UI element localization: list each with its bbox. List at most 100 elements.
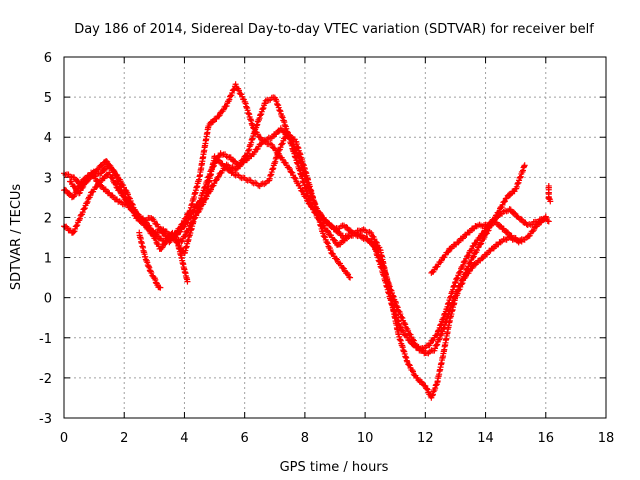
data-point xyxy=(98,182,105,189)
data-point xyxy=(157,284,164,291)
data-point xyxy=(327,247,334,254)
data-point xyxy=(223,102,230,109)
data-point xyxy=(180,224,187,231)
data-point xyxy=(197,205,204,212)
data-point xyxy=(81,205,88,212)
data-point xyxy=(277,144,284,151)
data-point xyxy=(347,274,354,281)
data-point xyxy=(424,386,431,393)
data-point xyxy=(462,273,469,280)
data-point xyxy=(62,186,69,193)
data-point xyxy=(496,211,503,218)
series-track-1 xyxy=(61,81,528,357)
data-point xyxy=(397,311,404,318)
data-point xyxy=(340,265,347,272)
data-point xyxy=(80,206,87,213)
data-point xyxy=(83,200,90,207)
data-point xyxy=(406,362,413,369)
data-point xyxy=(71,183,78,190)
data-point xyxy=(477,241,484,248)
data-point xyxy=(530,227,537,234)
series-track-5 xyxy=(428,218,525,276)
data-point xyxy=(529,228,536,235)
data-point xyxy=(104,158,111,165)
data-point xyxy=(148,269,155,276)
data-point xyxy=(152,236,159,243)
data-point xyxy=(190,208,197,215)
data-point xyxy=(445,248,452,255)
data-point xyxy=(124,191,131,198)
data-point xyxy=(405,327,412,334)
data-point xyxy=(73,222,80,229)
data-point xyxy=(93,184,100,191)
y-tick-label: 5 xyxy=(44,91,52,106)
series-track-3 xyxy=(61,125,552,401)
data-point xyxy=(466,260,473,267)
data-point xyxy=(215,173,222,180)
data-point xyxy=(191,207,198,214)
data-point xyxy=(504,229,511,236)
chart-title: Day 186 of 2014, Sidereal Day-to-day VTE… xyxy=(74,22,594,37)
data-point xyxy=(74,222,81,229)
data-point xyxy=(423,385,430,392)
data-point xyxy=(497,222,504,229)
data-point xyxy=(459,280,466,287)
data-point xyxy=(460,262,467,269)
data-point xyxy=(373,239,380,246)
data-point xyxy=(184,278,191,285)
data-point xyxy=(433,332,440,339)
data-point xyxy=(178,238,185,245)
data-point xyxy=(76,215,83,222)
data-point xyxy=(545,218,552,225)
data-point xyxy=(320,232,327,239)
data-point xyxy=(103,158,110,165)
data-point xyxy=(368,229,375,236)
data-point xyxy=(478,240,485,247)
data-point xyxy=(196,206,203,213)
data-point xyxy=(74,177,81,184)
data-point xyxy=(101,167,108,174)
data-point xyxy=(345,271,352,278)
data-point xyxy=(456,269,463,276)
data-point xyxy=(469,264,476,271)
data-point xyxy=(208,119,215,126)
data-point xyxy=(517,215,524,222)
data-point xyxy=(79,184,86,191)
data-point xyxy=(235,87,242,94)
data-point xyxy=(72,184,79,191)
data-point xyxy=(81,205,88,212)
data-point xyxy=(319,230,326,237)
data-point xyxy=(257,141,264,148)
data-point xyxy=(133,209,140,216)
data-point xyxy=(207,186,214,193)
data-point xyxy=(433,342,440,349)
data-point xyxy=(334,256,341,263)
data-point xyxy=(286,165,293,172)
data-points xyxy=(61,81,554,401)
data-point xyxy=(186,214,193,221)
data-point xyxy=(292,175,299,182)
data-point xyxy=(84,198,91,205)
data-point xyxy=(518,238,525,245)
x-tick-label: 10 xyxy=(357,431,374,446)
y-axis-label: SDTVAR / TECUs xyxy=(9,184,24,291)
data-point xyxy=(470,253,477,260)
data-point xyxy=(71,192,78,199)
x-tick-label: 16 xyxy=(538,431,555,446)
data-point xyxy=(479,255,486,262)
y-tick-label: -3 xyxy=(39,412,52,427)
data-point xyxy=(281,135,288,142)
data-point xyxy=(452,278,459,285)
data-point xyxy=(467,259,474,266)
data-point xyxy=(321,233,328,240)
data-point xyxy=(341,265,348,272)
data-point xyxy=(436,335,443,342)
data-point xyxy=(230,86,237,93)
data-point xyxy=(278,141,285,148)
data-point xyxy=(465,252,472,259)
y-tick-label: 3 xyxy=(44,171,52,186)
data-point xyxy=(476,235,483,242)
y-tick-label: 0 xyxy=(44,292,52,307)
